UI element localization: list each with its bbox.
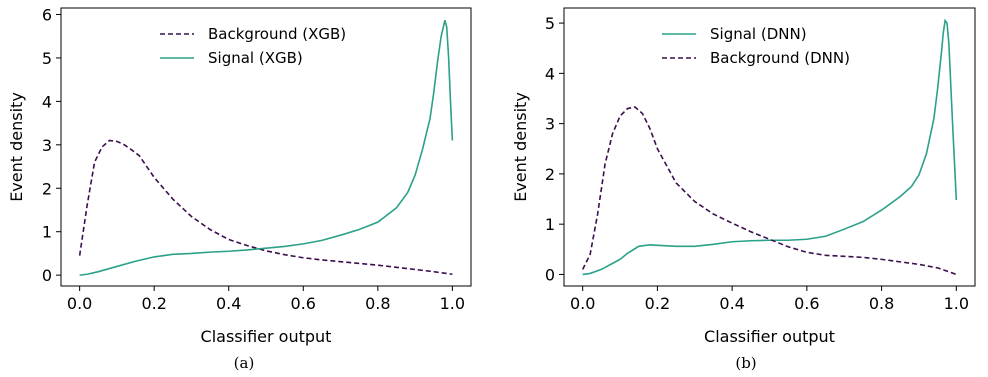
- y-tick-label: 6: [42, 6, 52, 25]
- x-axis-label: Classifier output: [201, 327, 332, 346]
- y-tick-label: 3: [545, 115, 555, 134]
- x-tick-label: 0.2: [141, 294, 166, 313]
- x-tick-label: 0.6: [794, 294, 819, 313]
- legend-label: Background (DNN): [710, 49, 850, 67]
- legend-label: Signal (XGB): [208, 49, 303, 67]
- x-tick-label: 0.6: [291, 294, 316, 313]
- panel-b: 0.0 0.2 0.4 0.6 0.8 1.0 0 1 2 3 4 5 Classifier outpu…: [511, 7, 976, 372]
- y-tick-label: 1: [545, 215, 555, 234]
- y-axis-label: Event density: [511, 92, 530, 202]
- x-tick-label: 0.0: [67, 294, 92, 313]
- series-line-background: [78, 139, 453, 276]
- y-tick-label: 0: [545, 265, 555, 284]
- x-tick-label: 0.4: [216, 294, 241, 313]
- legend-label: Signal (DNN): [710, 25, 807, 43]
- y-tick-label: 4: [42, 92, 52, 111]
- legend-label: Background (XGB): [208, 25, 346, 43]
- y-tick-label: 5: [42, 49, 52, 68]
- y-tick-label: 4: [545, 64, 555, 83]
- x-tick-label: 1.0: [440, 294, 465, 313]
- x-tick-label: 0.2: [645, 294, 670, 313]
- y-tick-label: 1: [42, 223, 52, 242]
- panel-caption: (a): [234, 354, 255, 372]
- x-tick-label: 0.0: [570, 294, 595, 313]
- plot-frame: [563, 7, 976, 287]
- y-axis-label: Event density: [7, 92, 26, 202]
- x-tick-label: 0.8: [869, 294, 894, 313]
- x-tick-label: 0.8: [365, 294, 390, 313]
- y-tick-label: 2: [545, 165, 555, 184]
- plot-frame: [60, 7, 472, 287]
- x-axis-label: Classifier output: [704, 327, 835, 346]
- y-tick-label: 2: [42, 179, 52, 198]
- panel-a: 0.0 0.2 0.4 0.6 0.8 1.0 0 1 2 3 4 5 6 Classifier outp…: [7, 6, 472, 372]
- panel-caption: (b): [735, 354, 756, 372]
- y-tick-label: 0: [42, 266, 52, 285]
- series-line-signal: [79, 19, 454, 276]
- series-line-background: [581, 106, 957, 276]
- y-tick-label: 3: [42, 136, 52, 155]
- x-tick-label: 1.0: [944, 294, 969, 313]
- x-tick-label: 0.4: [719, 294, 744, 313]
- series-line-signal: [582, 18, 958, 276]
- y-tick-label: 5: [545, 14, 555, 33]
